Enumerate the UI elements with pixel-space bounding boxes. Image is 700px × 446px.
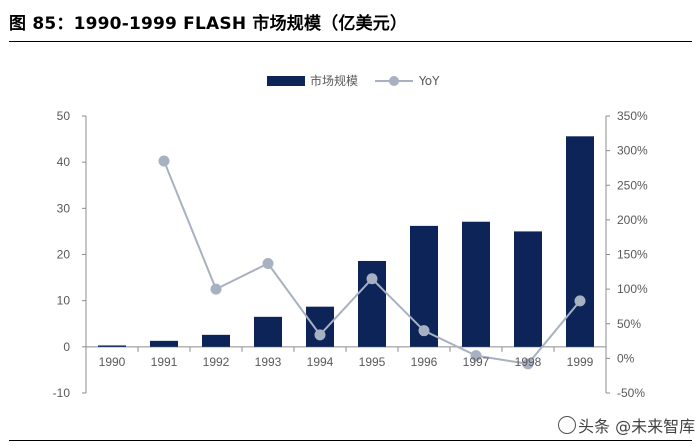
x-tick-label: 1995	[359, 355, 386, 369]
watermark: 头条 @未来智库	[558, 413, 695, 437]
legend: 市场规模 YoY	[267, 73, 440, 88]
yoy-point	[470, 350, 482, 362]
bar	[254, 316, 282, 347]
right-tick-label: 0%	[617, 351, 635, 365]
right-tick-label: 300%	[617, 144, 648, 158]
yoy-point	[418, 325, 430, 337]
legend-label-bar: 市场规模	[310, 73, 358, 88]
right-tick-label: 50%	[617, 317, 641, 331]
yoy-point	[158, 155, 170, 167]
yoy-point	[574, 295, 586, 307]
right-tick-label: 150%	[617, 248, 648, 262]
yoy-point	[522, 358, 534, 370]
bar	[306, 306, 334, 347]
yoy-point	[314, 329, 326, 341]
bar	[98, 345, 126, 347]
left-tick-label: 20	[57, 248, 71, 262]
watermark-text: 头条 @未来智库	[578, 417, 696, 436]
left-tick-label: 50	[57, 109, 71, 123]
bar	[202, 334, 230, 347]
x-tick-label: 1996	[411, 355, 438, 369]
left-tick-label: 10	[57, 294, 71, 308]
title-divider	[9, 41, 692, 42]
yoy-point	[210, 283, 222, 295]
x-tick-label: 1994	[307, 355, 334, 369]
right-tick-label: -50%	[617, 386, 645, 400]
bar	[514, 231, 542, 347]
bar	[150, 340, 178, 347]
yoy-series	[158, 155, 586, 370]
right-tick-label: 350%	[617, 109, 648, 123]
right-tick-label: 100%	[617, 282, 648, 296]
right-tick-label: 250%	[617, 178, 648, 192]
yoy-point	[366, 273, 378, 285]
left-tick-label: 0	[63, 340, 70, 354]
legend-line-marker	[389, 76, 399, 86]
left-tick-label: 30	[57, 201, 71, 215]
axes: -10 0 10 20 30 40 50 -50% 0% 50% 100% 150% 200% 250% 3…	[53, 109, 648, 400]
bottom-divider	[9, 440, 692, 441]
legend-bar-swatch	[267, 76, 305, 86]
chart-title: 图 85：1990-1999 FLASH 市场规模（亿美元）	[9, 14, 408, 34]
x-tick-label: 1991	[151, 355, 178, 369]
bar	[462, 221, 490, 347]
legend-label-line: YoY	[418, 74, 440, 88]
left-tick-label: 40	[57, 155, 71, 169]
x-tick-label: 1990	[99, 355, 126, 369]
x-tick-label: 1998	[515, 355, 542, 369]
right-tick-label: 200%	[617, 213, 648, 227]
watermark-logo-icon	[558, 416, 576, 434]
yoy-point	[262, 258, 274, 270]
x-axis-ticks: 1990 1991 1992 1993 1994 1995 1996 1997 1998 1999	[85, 346, 594, 369]
bar	[566, 136, 594, 347]
x-tick-label: 1997	[463, 355, 490, 369]
x-tick-label: 1992	[203, 355, 230, 369]
bar-series	[98, 136, 594, 347]
x-tick-label: 1993	[255, 355, 282, 369]
left-tick-label: -10	[53, 386, 71, 400]
x-tick-label: 1999	[567, 355, 594, 369]
